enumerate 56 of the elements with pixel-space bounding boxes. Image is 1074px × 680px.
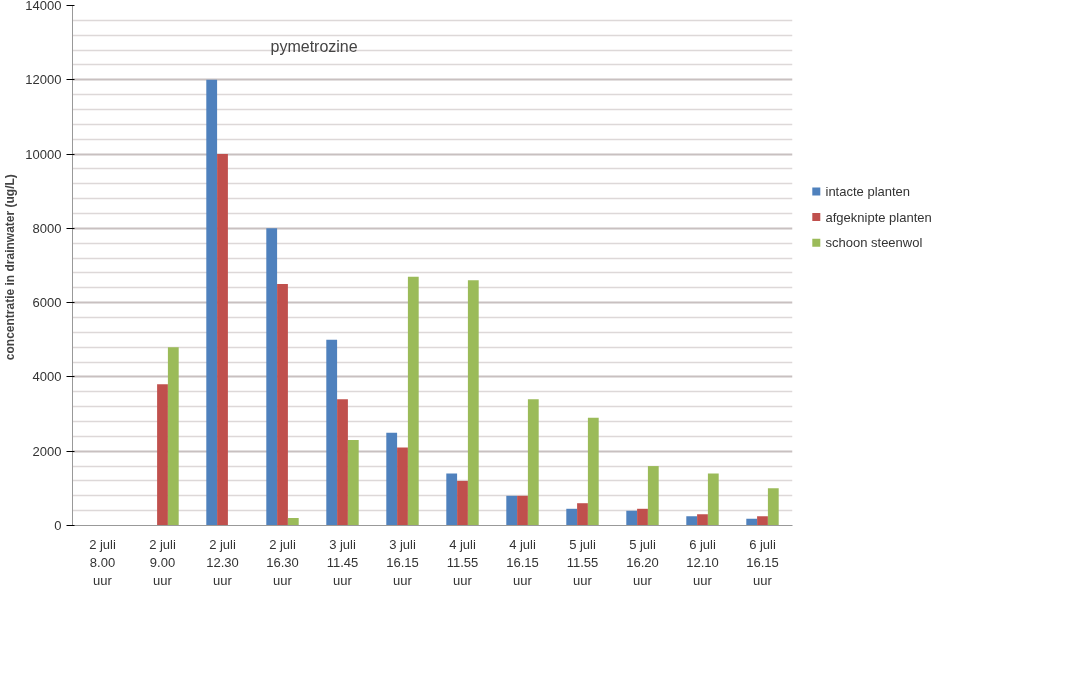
bar (157, 384, 168, 526)
x-tick-label: 3 juli 16.15 uur (386, 536, 419, 588)
bar (757, 516, 768, 526)
legend-label: afgeknipte planten (825, 209, 932, 225)
y-tick-label: 14000 (25, 0, 62, 13)
x-tick-label: 2 juli 16.30 uur (266, 536, 299, 588)
y-tick-label: 12000 (25, 72, 62, 88)
x-tick-label: 3 juli 11.45 uur (326, 536, 359, 588)
bar (407, 276, 419, 526)
y-tick-label: 2000 (32, 443, 62, 459)
y-tick-label: 8000 (32, 220, 62, 236)
bar (457, 480, 468, 526)
x-tick-label: 2 juli 12.30 uur (206, 536, 239, 588)
bar (277, 284, 288, 526)
y-tick-label: 6000 (32, 295, 62, 311)
x-tick-label: 2 juli 9.00 uur (149, 536, 176, 588)
annotation: pymetrozine (270, 37, 358, 55)
legend-label: schoon steenwol (825, 235, 923, 251)
bar (326, 339, 338, 526)
x-tick-label: 2 juli 8.00 uur (89, 536, 116, 588)
x-tick-label: 5 juli 16.20 uur (626, 536, 659, 588)
bar (347, 440, 359, 526)
bar (446, 473, 458, 526)
bar (337, 399, 348, 526)
bar (767, 488, 779, 526)
y-axis-title: concentratie in drainwater (ug/L) (3, 174, 18, 361)
y-tick-label: 4000 (32, 369, 62, 385)
bar (686, 516, 698, 526)
bar (527, 399, 539, 526)
x-tick-label: 6 juli 12.10 uur (686, 536, 719, 588)
y-tick-label: 0 (54, 518, 62, 533)
bar (566, 508, 578, 526)
x-tick-label: 5 juli 11.55 uur (566, 536, 599, 588)
y-tick-label: 10000 (25, 146, 62, 162)
legend-label: intacte planten (825, 184, 911, 199)
bar (587, 417, 599, 526)
bar (386, 432, 398, 526)
bar (697, 514, 708, 526)
bar (397, 447, 408, 526)
bar (217, 154, 228, 526)
x-tick-label: 4 juli 11.55 uur (446, 536, 479, 588)
bar (506, 495, 518, 526)
x-tick-label: 4 juli 16.15 uur (506, 536, 539, 588)
bar (517, 495, 528, 526)
bar (637, 508, 648, 526)
bar (467, 280, 479, 526)
x-tick-label: 6 juli 16.15 uur (746, 536, 779, 588)
bar (647, 466, 659, 526)
bar (707, 473, 719, 526)
bar (266, 228, 278, 526)
bar (167, 347, 179, 526)
bar (577, 503, 588, 526)
bar (746, 518, 758, 526)
bar (206, 79, 218, 526)
bar (626, 510, 638, 526)
bar (287, 518, 299, 526)
